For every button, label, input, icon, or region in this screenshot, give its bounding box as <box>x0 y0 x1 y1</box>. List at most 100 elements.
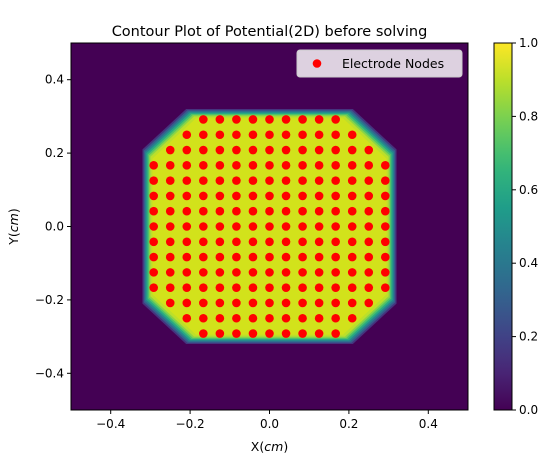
electrode-node-point <box>215 313 225 323</box>
electrode-node-point <box>232 161 241 170</box>
colorbar-tick-label: 1.0 <box>519 36 538 50</box>
electrode-node-point <box>347 130 357 140</box>
legend-marker <box>312 59 322 68</box>
legend-label: Electrode Nodes <box>342 56 444 71</box>
electrode-node-point <box>314 145 324 155</box>
electrode-node-point <box>182 298 192 308</box>
electrode-node-point <box>281 206 291 216</box>
colorbar-gradient <box>493 42 513 411</box>
electrode-node-point <box>364 206 374 216</box>
electrode-node-point <box>182 145 192 155</box>
colorbar-tick-label: 0.2 <box>519 330 538 344</box>
electrode-node-point <box>364 161 374 170</box>
electrode-node-point <box>165 176 175 185</box>
y-axis: −0.4 −0.2 0.0 0.2 0.4 <box>35 73 71 380</box>
electrode-node-point <box>298 313 307 323</box>
electrode-node-point <box>232 283 241 292</box>
electrode-node-point <box>199 161 208 170</box>
electrode-node-point <box>232 222 241 231</box>
electrode-node-point <box>182 191 192 201</box>
y-axis-label: Y(cm) <box>6 208 21 245</box>
electrode-node-point <box>347 313 357 323</box>
electrode-node-point <box>265 237 274 247</box>
legend[interactable]: Electrode Nodes <box>296 49 463 78</box>
x-tick-label: 0.4 <box>419 417 438 431</box>
electrode-node-point <box>265 313 274 323</box>
electrode-node-point <box>199 206 208 216</box>
electrode-node-point <box>265 176 274 185</box>
electrode-node-point <box>199 222 208 231</box>
electrode-node-point <box>281 298 291 308</box>
electrode-node-point <box>199 176 208 185</box>
electrode-node-point <box>182 222 192 231</box>
electrode-node-point <box>199 298 208 308</box>
electrode-node-point <box>149 161 158 170</box>
electrode-node-point <box>149 206 158 216</box>
electrode-node-point <box>331 115 340 124</box>
electrode-node-point <box>165 161 175 170</box>
electrode-node-point <box>199 115 208 124</box>
y-tick-label: 0.2 <box>45 146 64 160</box>
electrode-node-point <box>165 252 175 262</box>
electrode-node-point <box>165 298 175 308</box>
electrode-node-point <box>347 283 357 292</box>
electrode-node-point <box>281 313 291 323</box>
electrode-node-point <box>182 268 192 277</box>
electrode-node-point <box>364 298 374 308</box>
electrode-node-point <box>314 298 324 308</box>
electrode-node-point <box>232 298 241 308</box>
x-axis: −0.4 −0.2 0.0 0.2 0.4 <box>96 410 438 431</box>
electrode-node-point <box>281 176 291 185</box>
electrode-node-point <box>281 222 291 231</box>
electrode-node-point <box>199 191 208 201</box>
electrode-node-point <box>182 206 192 216</box>
electrode-node-point <box>215 268 225 277</box>
electrode-node-point <box>380 268 390 277</box>
electrode-node-point <box>265 206 274 216</box>
electrode-node-point <box>165 222 175 231</box>
electrode-node-point <box>248 115 258 124</box>
electrode-node-point <box>314 206 324 216</box>
y-tick-label: 0.0 <box>45 220 64 234</box>
electrode-node-point <box>331 206 340 216</box>
plot-area <box>71 43 468 410</box>
electrode-node-point <box>182 237 192 247</box>
electrode-node-point <box>314 237 324 247</box>
chart-title: Contour Plot of Potential(2D) before sol… <box>112 24 428 40</box>
electrode-node-point <box>215 222 225 231</box>
electrode-node-point <box>165 283 175 292</box>
electrode-node-point <box>281 191 291 201</box>
legend-box <box>296 49 463 78</box>
electrode-node-point <box>298 191 307 201</box>
electrode-node-point <box>265 268 274 277</box>
electrode-node-point <box>331 161 340 170</box>
electrode-node-point <box>347 176 357 185</box>
electrode-node-point <box>248 237 258 247</box>
electrode-node-point <box>232 145 241 155</box>
colorbar-tick-label: 0.0 <box>519 403 538 417</box>
electrode-node-point <box>314 161 324 170</box>
electrode-node-point <box>199 268 208 277</box>
electrode-node-point <box>314 191 324 201</box>
electrode-node-point <box>199 329 208 338</box>
x-tick-label: 0.0 <box>260 417 279 431</box>
electrode-node-point <box>364 222 374 231</box>
electrode-node-point <box>149 283 158 292</box>
electrode-node-point <box>248 161 258 170</box>
electrode-node-point <box>182 252 192 262</box>
electrode-node-point <box>248 329 258 338</box>
electrode-node-point <box>248 268 258 277</box>
electrode-node-point <box>265 145 274 155</box>
electrode-node-point <box>298 298 307 308</box>
electrode-node-point <box>314 329 324 338</box>
electrode-node-point <box>331 313 340 323</box>
electrode-node-point <box>298 252 307 262</box>
electrode-node-point <box>265 329 274 338</box>
electrode-node-point <box>232 313 241 323</box>
electrode-node-point <box>215 237 225 247</box>
electrode-node-point <box>331 298 340 308</box>
electrode-node-point <box>182 283 192 292</box>
electrode-node-point <box>314 222 324 231</box>
electrode-node-point <box>380 283 390 292</box>
electrode-node-point <box>380 237 390 247</box>
